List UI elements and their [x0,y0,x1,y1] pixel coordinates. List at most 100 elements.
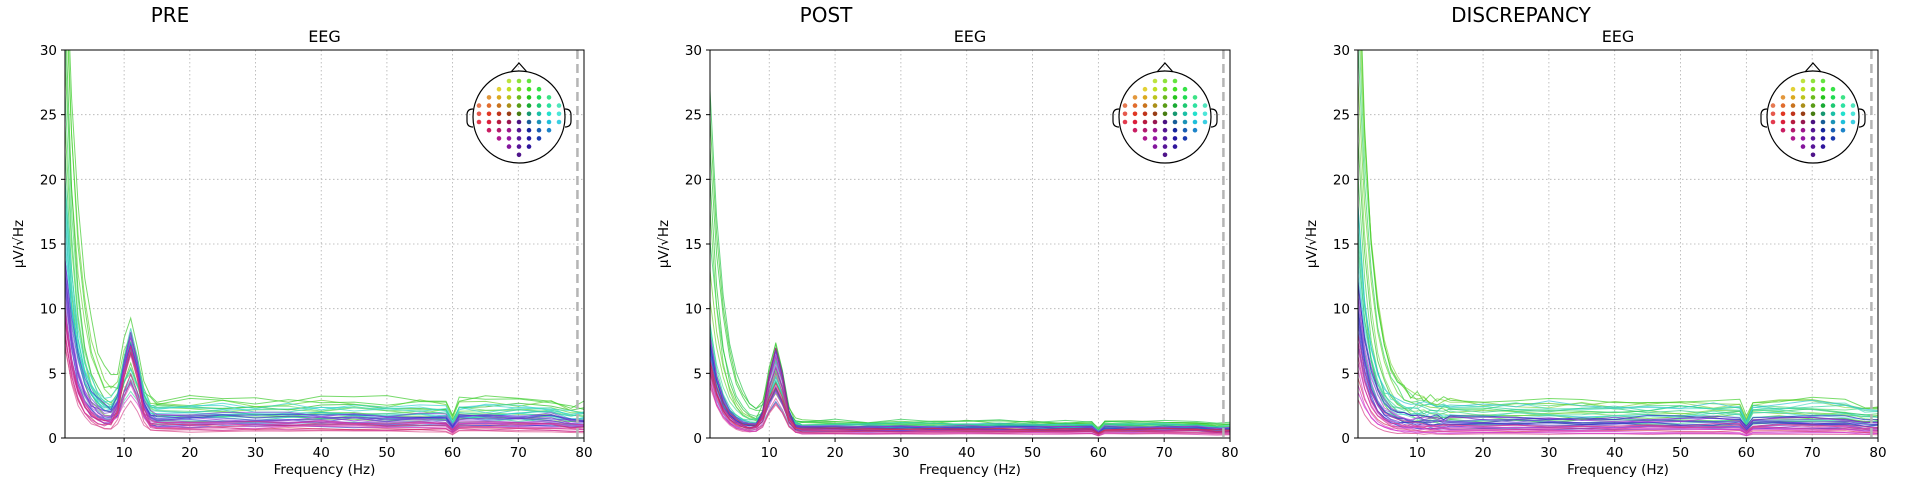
x-tick-label: 10 [116,445,133,461]
sensor-dot [536,119,542,125]
sensor-dot [1202,111,1208,117]
sensor-dot [516,86,522,92]
sensor-dot [476,119,482,125]
sensor-dot [506,119,512,125]
sensor-dot [506,95,512,100]
y-tick-label: 0 [693,431,702,447]
chart-panel-post: POST EEG 10 20 30 40 50 60 70 80 0 5 10 15 20 25 30 Frequ… [656,3,1239,478]
sensor-dot [1800,86,1806,92]
sensor-dot [1780,95,1786,100]
sensor-dot [1162,86,1168,92]
sensor-dot [1830,111,1836,117]
sensor-dot [1192,119,1198,125]
sensor-dot [486,111,492,117]
sensor-dot [536,111,542,117]
series-line [1361,50,1878,418]
sensor-dot [1142,127,1148,133]
sensor-dot [1810,95,1816,100]
sensor-dot [1182,136,1188,141]
series-line [69,50,584,417]
y-tick-label: 20 [1333,172,1350,188]
sensor-dot [1162,95,1168,100]
sensor-dot [1780,127,1786,133]
series-line [1358,204,1878,423]
series-line [1358,229,1878,425]
sensor-dot [1790,127,1796,133]
series-line [1361,50,1878,422]
sensor-dot [506,86,512,92]
sensor-dot [1122,103,1128,108]
sensor-dot [536,95,542,100]
y-tick-label: 0 [48,431,57,447]
series-line [710,147,1230,430]
sensor-dot [1152,111,1158,117]
x-tick-label: 30 [1540,445,1557,461]
x-tick-label: 60 [444,445,461,461]
x-tick-label: 70 [510,445,527,461]
x-tick-label: 80 [1869,445,1886,461]
y-tick-label: 25 [40,108,57,124]
series-line [1358,334,1878,432]
sensor-dot [506,103,512,108]
sensor-dot [1820,136,1826,141]
sensor-dot [1162,111,1168,117]
sensor-dot [1830,127,1836,133]
sensor-dot [1132,111,1138,117]
sensor-dot [1132,103,1138,108]
x-tick-label: 50 [378,445,395,461]
series-line [1358,239,1878,424]
sensor-dot [486,119,492,125]
sensor-dot [546,95,552,100]
x-tick-label: 40 [958,445,975,461]
sensor-dot [526,119,532,125]
sensor-dot [486,103,492,108]
y-tick-label: 10 [40,302,57,318]
sensor-dot [1790,86,1796,92]
sensor-dot [1182,86,1188,92]
series-line [65,211,584,424]
sensor-dot [516,127,522,133]
sensor-dot [496,136,502,141]
sensor-dot [1840,103,1846,108]
series-line [65,331,584,434]
sensor-dot [1830,95,1836,100]
sensor-dot [1172,111,1178,117]
sensor-dot [1192,127,1198,133]
sensor-dot [1840,111,1846,117]
y-axis-label: µV/√Hz [656,220,672,268]
y-tick-label: 10 [1333,302,1350,318]
sensor-dot [1800,95,1806,100]
sensor-dot [1162,127,1168,133]
x-tick-label: 20 [181,445,198,461]
x-tick-label: 10 [761,445,778,461]
chart-title: EEG [954,27,987,46]
x-tick-label: 20 [826,445,843,461]
sensor-dot [1152,103,1158,108]
sensor-dot [1820,144,1826,149]
sensor-dot [526,144,532,149]
x-tick-label: 60 [1738,445,1755,461]
sensor-dot [1850,119,1856,125]
series-line [1358,295,1878,429]
sensor-dot [1800,111,1806,117]
sensor-dot [496,95,502,100]
sensor-dot [1770,111,1776,117]
sensor-dot [1800,144,1806,149]
sensor-dot [1820,95,1826,100]
sensor-dot [1162,136,1168,141]
sensor-dot [1820,78,1826,84]
y-tick-label: 20 [40,172,57,188]
chart-title: EEG [1602,27,1635,46]
sensor-dot [1840,95,1846,100]
series-line [65,338,584,434]
sensor-dot [496,127,502,133]
sensor-dot [506,136,512,141]
sensor-dot [536,86,542,92]
series-line [1358,175,1878,429]
sensor-dot [506,127,512,133]
sensor-dot [1790,95,1796,100]
series-line [65,124,584,427]
sensor-dot [1182,95,1188,100]
x-tick-label: 10 [1409,445,1426,461]
series-line [65,192,584,425]
